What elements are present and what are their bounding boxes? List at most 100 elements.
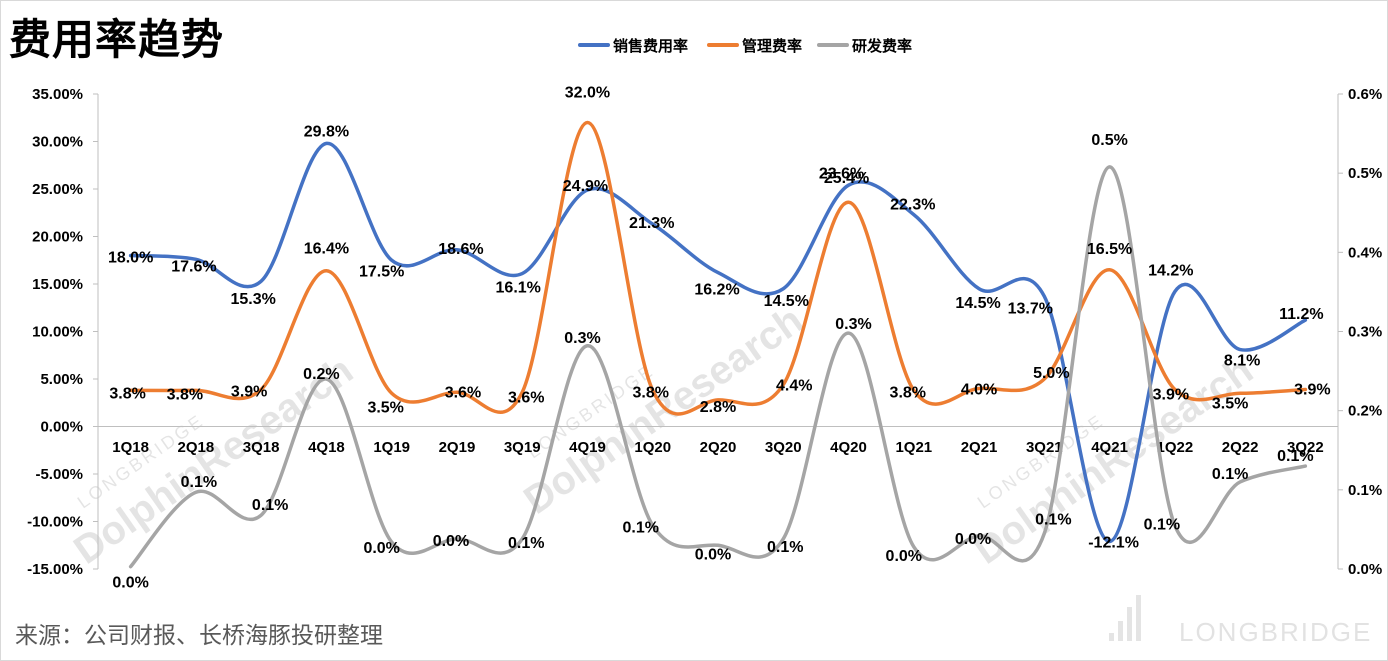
data-label-admin: 3.9% bbox=[231, 383, 267, 400]
brand-logo-bar bbox=[1136, 595, 1141, 641]
axes-layer: 35.00% 30.00% 25.00% 20.00% 15.00% 10.00% 5.00… bbox=[27, 86, 1382, 578]
legend: 销售费用率 管理费率 研发费率 bbox=[578, 37, 912, 55]
data-label-rnd: 0.1% bbox=[1035, 511, 1071, 528]
data-label-rnd: 0.0% bbox=[886, 548, 922, 565]
legend-label: 研发费率 bbox=[852, 37, 912, 55]
data-label-selling: 18.0% bbox=[108, 250, 153, 267]
data-label-selling: 21.3% bbox=[629, 215, 674, 232]
brand-logo-bar bbox=[1118, 621, 1123, 641]
data-label-admin: 2.8% bbox=[700, 399, 736, 416]
left-tick-label: 30.00% bbox=[32, 134, 83, 151]
x-tick-label: 3Q21 bbox=[1026, 439, 1063, 456]
data-label-admin: 3.8% bbox=[633, 384, 669, 401]
data-label-selling: 8.1% bbox=[1224, 353, 1260, 370]
data-label-rnd: 0.1% bbox=[252, 497, 288, 514]
data-label-rnd: 0.0% bbox=[363, 540, 399, 557]
left-tick-label: 20.00% bbox=[32, 229, 83, 246]
data-label-rnd: 0.5% bbox=[1091, 132, 1127, 149]
data-label-admin: 3.9% bbox=[1153, 386, 1189, 403]
data-label-admin: 4.4% bbox=[776, 378, 812, 395]
data-label-rnd: 0.1% bbox=[1212, 466, 1248, 483]
data-label-rnd: 0.3% bbox=[835, 316, 871, 333]
brand-logo-bar bbox=[1109, 633, 1114, 641]
data-label-admin: 23.6% bbox=[819, 165, 864, 182]
x-tick-label: 3Q20 bbox=[765, 439, 802, 456]
right-tick-label: 0.0% bbox=[1348, 561, 1382, 578]
data-label-rnd: 0.1% bbox=[508, 535, 544, 552]
legend-item-admin: 管理费率 bbox=[707, 37, 802, 55]
x-tick-label: 1Q20 bbox=[634, 439, 671, 456]
data-label-rnd: 0.2% bbox=[303, 366, 339, 383]
data-label-admin: 3.5% bbox=[1212, 395, 1248, 412]
data-label-selling: 18.6% bbox=[438, 241, 483, 258]
x-tick-label: 1Q19 bbox=[373, 439, 410, 456]
left-tick-label: 25.00% bbox=[32, 181, 83, 198]
legend-label: 管理费率 bbox=[742, 37, 802, 55]
brand-logo-text: LONGBRIDGE bbox=[1179, 617, 1372, 647]
x-tick-label: 1Q21 bbox=[895, 439, 932, 456]
left-tick-label: 0.00% bbox=[40, 419, 83, 436]
brand-logo: LONGBRIDGE bbox=[1109, 595, 1372, 647]
x-tick-label: 1Q18 bbox=[112, 439, 149, 456]
data-label-selling: 14.5% bbox=[764, 293, 809, 310]
legend-item-selling: 销售费用率 bbox=[578, 37, 688, 55]
data-label-selling: 29.8% bbox=[304, 123, 349, 140]
data-label-rnd: 0.0% bbox=[433, 533, 469, 550]
x-tick-label: 4Q18 bbox=[308, 439, 345, 456]
data-label-admin: 3.8% bbox=[109, 385, 145, 402]
legend-label: 销售费用率 bbox=[613, 37, 688, 55]
x-tick-label: 4Q20 bbox=[830, 439, 867, 456]
data-label-selling: 17.5% bbox=[359, 263, 404, 280]
data-label-rnd: 0.1% bbox=[1144, 516, 1180, 533]
data-label-selling: -12.1% bbox=[1088, 534, 1139, 551]
data-label-admin: 3.8% bbox=[167, 386, 203, 403]
data-label-selling: 14.2% bbox=[1148, 263, 1193, 280]
right-tick-label: 0.5% bbox=[1348, 165, 1382, 182]
x-tick-label: 4Q21 bbox=[1091, 439, 1128, 456]
x-tick-label: 2Q19 bbox=[439, 439, 476, 456]
data-label-rnd: 0.0% bbox=[955, 531, 991, 548]
left-tick-label: -5.00% bbox=[35, 466, 83, 483]
data-label-admin: 16.5% bbox=[1087, 241, 1132, 258]
x-tick-label: 3Q22 bbox=[1287, 439, 1324, 456]
x-tick-label: 3Q19 bbox=[504, 439, 541, 456]
data-label-admin: 3.9% bbox=[1294, 381, 1330, 398]
right-tick-label: 0.6% bbox=[1348, 86, 1382, 103]
data-label-selling: 13.7% bbox=[1008, 300, 1053, 317]
right-tick-label: 0.1% bbox=[1348, 482, 1382, 499]
data-label-selling: 24.9% bbox=[563, 178, 608, 195]
data-label-admin: 3.5% bbox=[367, 399, 403, 416]
data-label-rnd: 0.0% bbox=[112, 575, 148, 592]
left-tick-label: 10.00% bbox=[32, 324, 83, 341]
data-label-rnd: 0.1% bbox=[623, 519, 659, 536]
data-label-rnd: 0.1% bbox=[767, 539, 803, 556]
data-label-rnd: 0.3% bbox=[564, 330, 600, 347]
series-line-selling bbox=[128, 141, 1308, 544]
data-label-selling: 22.3% bbox=[890, 197, 935, 214]
x-tick-label: 4Q19 bbox=[569, 439, 606, 456]
data-label-selling: 17.6% bbox=[171, 258, 216, 275]
data-label-selling: 16.2% bbox=[694, 282, 739, 299]
series-line-admin bbox=[128, 120, 1308, 416]
left-tick-label: -15.00% bbox=[27, 561, 83, 578]
left-tick-label: 5.00% bbox=[40, 371, 83, 388]
data-label-selling: 15.3% bbox=[230, 291, 275, 308]
data-label-admin: 3.6% bbox=[508, 389, 544, 406]
right-tick-label: 0.2% bbox=[1348, 403, 1382, 420]
right-tick-label: 0.4% bbox=[1348, 244, 1382, 261]
data-label-selling: 25.4% bbox=[824, 170, 869, 187]
x-tick-label: 2Q21 bbox=[961, 439, 998, 456]
x-tick-label: 1Q22 bbox=[1156, 439, 1193, 456]
brand-logo-bar bbox=[1127, 607, 1132, 641]
x-tick-label: 2Q20 bbox=[700, 439, 737, 456]
data-label-selling: 11.2% bbox=[1279, 306, 1323, 323]
data-label-admin: 32.0% bbox=[565, 85, 610, 102]
chart-title: 费用率趋势 bbox=[9, 15, 225, 64]
series-line-rnd bbox=[128, 165, 1308, 569]
data-label-admin: 3.6% bbox=[445, 384, 481, 401]
data-labels-layer: 18.0% 17.6% 15.3% 29.8% 17.5% 18.6% 16.1% 24.9%… bbox=[108, 85, 1331, 592]
left-tick-label: 35.00% bbox=[32, 86, 83, 103]
